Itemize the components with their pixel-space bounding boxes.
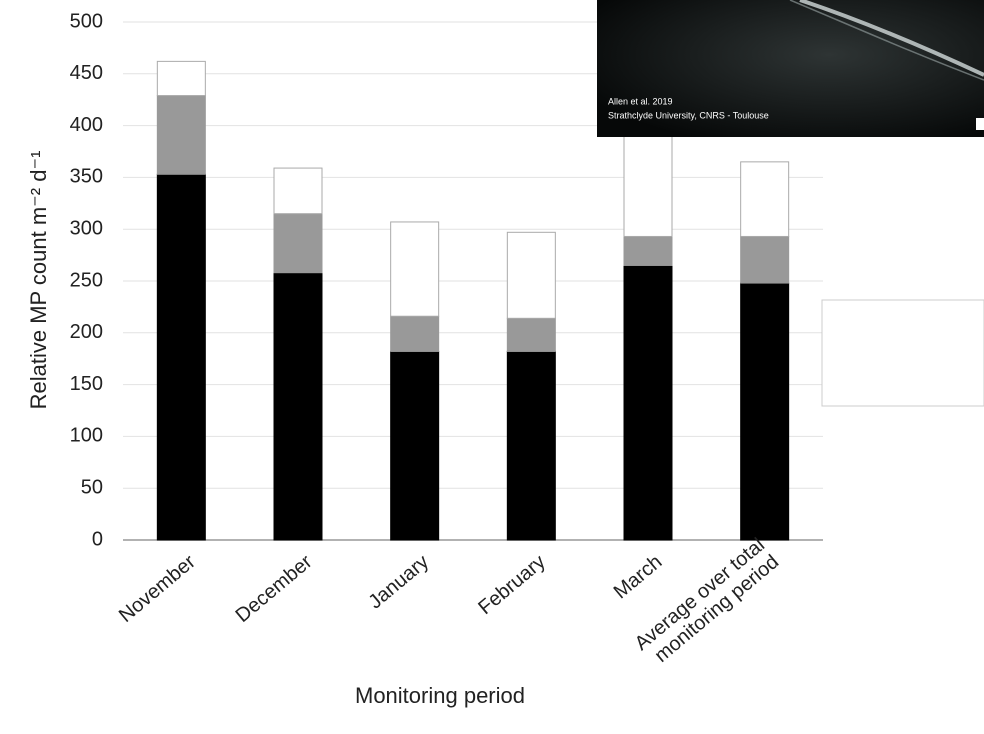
y-tick-label: 450 bbox=[70, 62, 103, 84]
x-tick-label: November bbox=[115, 551, 200, 627]
bar-segment bbox=[273, 272, 323, 541]
image-icon bbox=[976, 118, 984, 130]
y-tick-label: 100 bbox=[70, 425, 103, 447]
image-fibre bbox=[799, 0, 984, 77]
bar-segment bbox=[506, 317, 556, 352]
bar-segment bbox=[623, 125, 673, 237]
bar-segment bbox=[273, 213, 323, 274]
image-background bbox=[597, 0, 984, 137]
legend-box bbox=[821, 299, 984, 407]
x-axis-title: Monitoring period bbox=[355, 683, 525, 708]
image-fibre-edge bbox=[789, 0, 984, 81]
y-axis-title: Relative MP count m⁻² d⁻¹ bbox=[26, 151, 51, 410]
image-overlay: Allen et al. 2019 Strathclyde University… bbox=[597, 0, 984, 137]
bar-segment bbox=[740, 282, 790, 541]
y-tick-label: 350 bbox=[70, 166, 103, 188]
image-caption: Allen et al. 2019 bbox=[608, 96, 673, 106]
bar-segment bbox=[740, 235, 790, 284]
x-tick-label: December bbox=[232, 551, 317, 627]
y-tick-label: 150 bbox=[70, 373, 103, 395]
bar-segment bbox=[390, 221, 440, 317]
bar-segment bbox=[740, 161, 790, 237]
bar-segment bbox=[156, 173, 206, 541]
x-tick-label: February bbox=[474, 551, 549, 619]
bar-segment bbox=[156, 60, 206, 97]
bar-segment bbox=[390, 315, 440, 352]
y-tick-label: 400 bbox=[70, 114, 103, 136]
y-tick-label: 500 bbox=[70, 10, 103, 32]
image-caption: Strathclyde University, CNRS - Toulouse bbox=[608, 110, 769, 120]
bar-segment bbox=[273, 167, 323, 215]
y-tick-label: 50 bbox=[81, 476, 103, 498]
bar-segment bbox=[506, 350, 556, 541]
y-tick-label: 300 bbox=[70, 217, 103, 239]
bar-segment bbox=[623, 264, 673, 541]
bar-segment bbox=[156, 95, 206, 175]
y-tick-label: 200 bbox=[70, 321, 103, 343]
bar-segment bbox=[506, 231, 556, 319]
bar-segment bbox=[390, 350, 440, 541]
y-tick-label: 250 bbox=[70, 269, 103, 291]
y-tick-label: 0 bbox=[92, 528, 103, 550]
x-tick-label: January bbox=[365, 551, 434, 614]
bar-segment bbox=[623, 235, 673, 266]
x-tick-label: March bbox=[610, 551, 667, 604]
